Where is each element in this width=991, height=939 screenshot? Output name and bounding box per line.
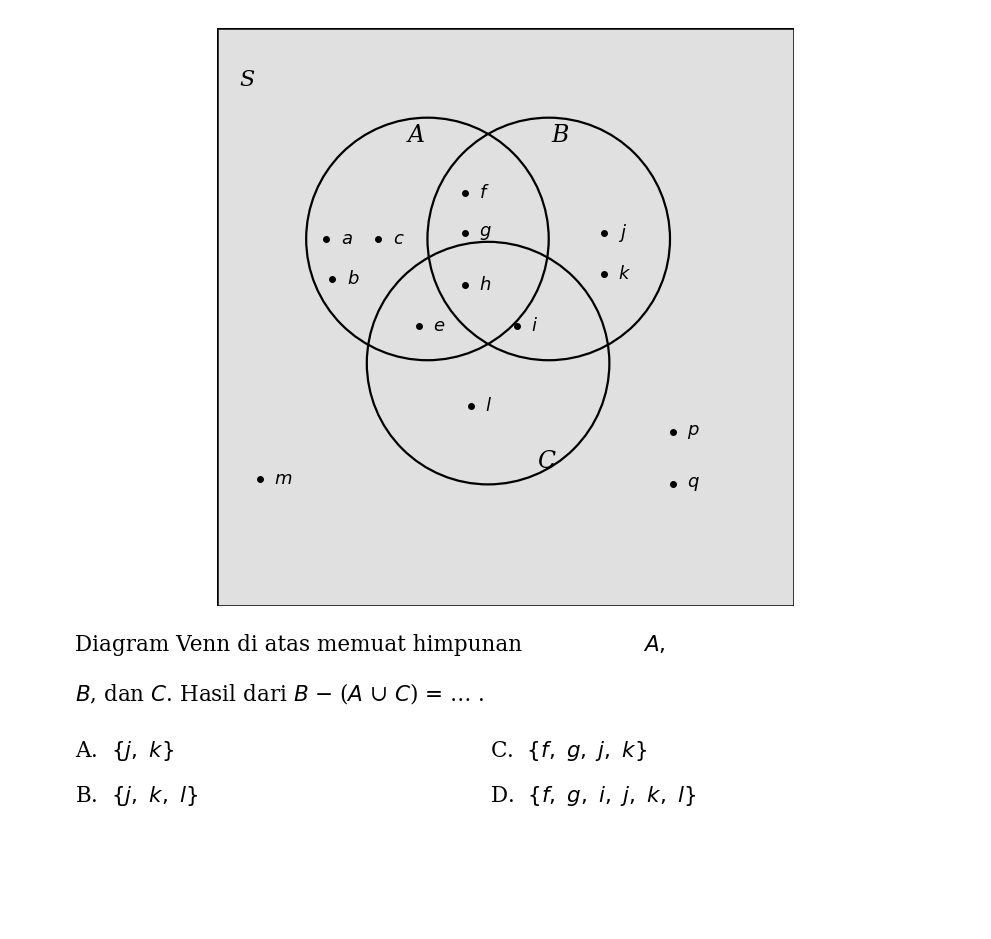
Text: Diagram Venn di atas memuat himpunan: Diagram Venn di atas memuat himpunan: [75, 635, 529, 656]
Text: S: S: [240, 69, 255, 90]
Text: $k$: $k$: [618, 265, 631, 283]
Text: $j$: $j$: [618, 223, 627, 244]
Text: $A,$: $A,$: [643, 635, 666, 656]
Text: $e$: $e$: [433, 316, 446, 334]
Text: A: A: [407, 124, 424, 146]
Text: C.  $\{f,\ g,\ j,\ k\}$: C. $\{f,\ g,\ j,\ k\}$: [490, 739, 647, 763]
Text: $B$, dan $C$. Hasil dari $B$ − ($A$ ∪ $C$) = … .: $B$, dan $C$. Hasil dari $B$ − ($A$ ∪ $C…: [75, 682, 485, 706]
Text: $f$: $f$: [480, 184, 490, 202]
Text: $h$: $h$: [480, 276, 492, 294]
Text: B.  $\{j,\ k,\ l\}$: B. $\{j,\ k,\ l\}$: [75, 784, 198, 808]
Text: $p$: $p$: [688, 423, 700, 441]
Text: A.  $\{j,\ k\}$: A. $\{j,\ k\}$: [75, 739, 174, 763]
Text: $q$: $q$: [688, 475, 700, 493]
Text: $b$: $b$: [347, 270, 359, 288]
Text: $l$: $l$: [486, 397, 493, 415]
Text: $a$: $a$: [341, 230, 353, 248]
Text: D.  $\{f,\ g,\ i,\ j,\ k,\ l\}$: D. $\{f,\ g,\ i,\ j,\ k,\ l\}$: [490, 784, 696, 808]
Text: $i$: $i$: [531, 316, 538, 334]
Text: $c$: $c$: [392, 230, 404, 248]
Text: C: C: [537, 450, 555, 472]
Text: $g$: $g$: [480, 224, 493, 242]
Text: $m$: $m$: [275, 470, 292, 487]
Text: B: B: [552, 124, 569, 146]
